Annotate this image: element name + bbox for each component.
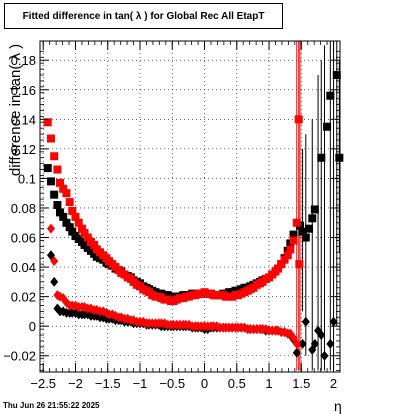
square-marker: [308, 214, 317, 223]
square-marker: [283, 251, 292, 260]
x-tick-label: −0.5: [159, 376, 185, 391]
y-tick-label: 0.08: [11, 201, 36, 216]
diamond-marker: [50, 256, 59, 267]
square-marker: [286, 245, 295, 254]
square-marker: [74, 218, 83, 227]
square-marker: [83, 233, 92, 242]
square-marker: [289, 236, 298, 245]
x-tick-label: 1.5: [292, 376, 310, 391]
square-marker: [62, 218, 71, 227]
diamond-marker: [326, 338, 335, 349]
data-markers: [43, 70, 344, 361]
square-marker: [71, 212, 80, 221]
square-marker: [274, 264, 283, 273]
y-tick-label: 0: [29, 319, 36, 334]
diamond-marker: [292, 347, 301, 358]
square-marker: [317, 153, 326, 162]
x-tick-label: −2: [68, 376, 83, 391]
y-tick-label: 0.06: [11, 231, 36, 246]
y-tick-label: 0.18: [11, 53, 36, 68]
square-marker: [56, 178, 64, 187]
square-marker: [59, 212, 68, 221]
diamond-marker: [320, 350, 329, 361]
diamond-marker: [310, 338, 319, 349]
chart-title-box: Fitted difference in tan( λ ) for Global…: [4, 3, 283, 29]
y-axis-label: difference in tan( λ ): [7, 44, 24, 176]
square-marker: [68, 227, 77, 236]
x-tick-label: 2: [330, 376, 337, 391]
square-marker: [56, 208, 64, 217]
square-marker: [277, 260, 286, 269]
x-tick-label: 1: [265, 376, 272, 391]
square-marker: [295, 260, 304, 269]
x-tick-label: −2.5: [30, 376, 56, 391]
diamond-marker: [50, 276, 59, 287]
square-marker: [301, 233, 310, 242]
square-marker: [310, 205, 319, 214]
square-marker: [59, 184, 68, 193]
square-marker: [65, 223, 74, 232]
square-marker: [323, 122, 332, 131]
y-tick-label: −0.02: [3, 349, 36, 364]
diamond-marker: [298, 338, 307, 349]
square-marker: [289, 230, 298, 239]
diamond-marker: [301, 316, 310, 327]
diamond-marker: [317, 330, 326, 341]
y-tick-label: 0.12: [11, 142, 36, 157]
square-marker: [46, 177, 55, 186]
square-marker: [53, 201, 62, 210]
x-tick-label: −1.5: [95, 376, 121, 391]
x-tick-label: 0.5: [228, 376, 246, 391]
square-marker: [326, 91, 335, 100]
square-marker: [280, 255, 289, 264]
square-marker: [62, 189, 71, 198]
y-tick-label: 0.02: [11, 290, 36, 305]
square-marker: [90, 240, 99, 249]
x-tick-label: 0: [201, 376, 208, 391]
diamond-marker: [46, 223, 55, 234]
square-marker: [53, 165, 62, 174]
square-marker: [43, 118, 52, 127]
square-marker: [77, 224, 86, 233]
square-marker: [65, 198, 74, 207]
square-marker: [298, 227, 307, 236]
square-marker: [80, 229, 89, 238]
diamond-marker: [329, 316, 338, 327]
square-marker: [292, 218, 301, 227]
square-marker: [305, 224, 314, 233]
diamond-marker: [292, 338, 301, 349]
axes: −2.5 −2 −1.5 −1 −0.5 0 0.5 1 1.5 2 −0.02 0 0.02 0.04 0…: [3, 41, 340, 391]
square-marker: [50, 190, 59, 199]
x-axis-label: η: [334, 398, 342, 414]
square-marker: [43, 164, 52, 173]
y-tick-label: 0.04: [11, 260, 36, 275]
plot-frame: [39, 40, 341, 373]
square-marker: [46, 134, 55, 143]
y-tick-label: 0.16: [11, 83, 36, 98]
square-marker: [50, 152, 59, 161]
y-tick-label: 0.14: [11, 112, 36, 127]
x-tick-label: −1: [133, 376, 148, 391]
footer-date: Thu Jun 26 21:55:22 2025: [3, 401, 100, 410]
square-marker: [68, 206, 77, 215]
chart-title: Fitted difference in tan( λ ) for Global…: [22, 10, 265, 22]
square-marker: [294, 115, 303, 124]
y-tick-label: 0.1: [18, 171, 36, 186]
